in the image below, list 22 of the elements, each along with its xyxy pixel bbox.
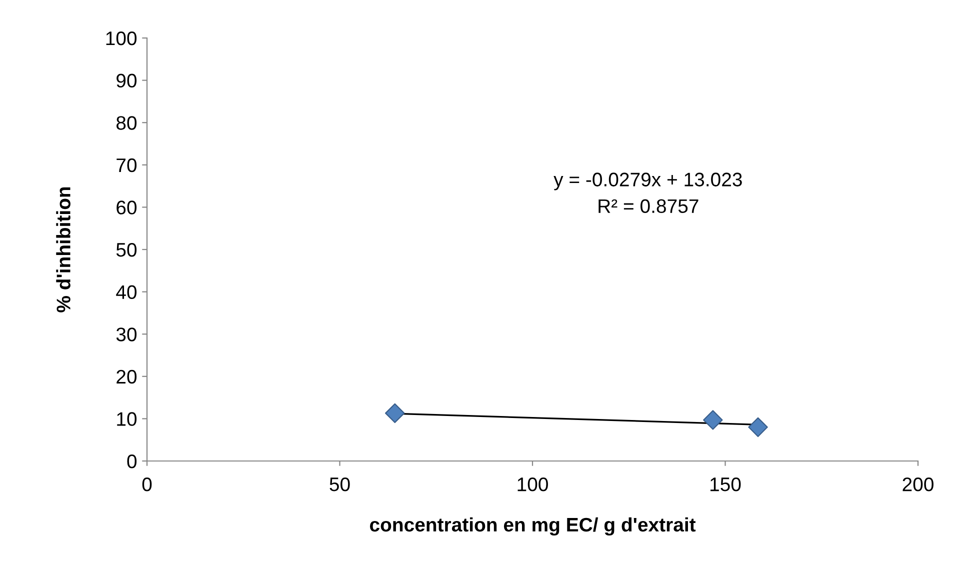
x-tick-label: 50 [330,477,350,492]
y-tick-label: 50 [116,242,137,257]
annotation: y = -0.0279x + 13.023 R² = 0.8757 [554,172,742,214]
y-tick-label: 40 [116,285,137,300]
x-tick-label: 0 [142,477,152,492]
y-tick-label: 90 [116,74,137,88]
point [703,410,723,430]
y-tick-label: 80 [116,116,137,130]
y-tick-label: 30 [116,328,137,342]
x-axis-title: concentration en mg EC/ g d'extrait [370,517,696,536]
y-tick-label: 100 [106,31,137,46]
x-tick-label: 150 [710,477,741,492]
y-axis-title: % d'inhibition [56,187,70,312]
y-tick-label: 70 [116,158,137,172]
y-tick-label: 60 [116,200,137,214]
y-tick-label: 10 [117,412,137,426]
x-tick-label: 100 [518,477,548,492]
y-tick-label: 0 [127,454,137,468]
y-tick-label: 20 [116,370,137,384]
point [385,403,405,424]
x-tick-label: 200 [902,477,934,492]
point [748,417,768,438]
